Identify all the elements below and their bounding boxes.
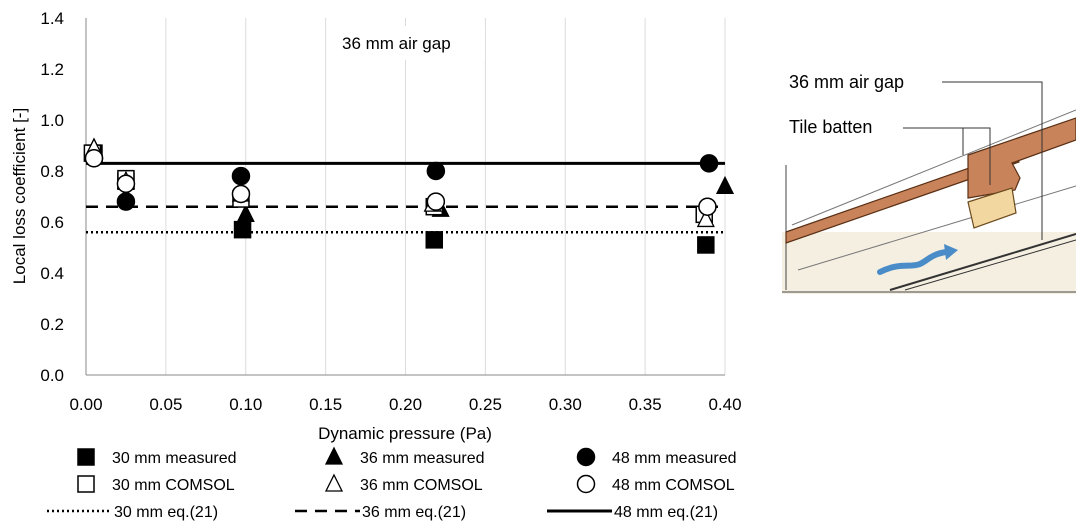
x-tick-label: 0.20 <box>389 395 422 414</box>
y-tick-label: 0.4 <box>40 264 64 283</box>
data-point-circle-open <box>698 197 717 216</box>
legend-label: 48 mm eq.(21) <box>614 504 718 521</box>
roof-tile-upper <box>967 117 1076 199</box>
legend-marker <box>576 447 596 467</box>
y-tick-label: 1.4 <box>40 9 64 28</box>
legend-label: 48 mm COMSOL <box>612 477 735 494</box>
legend-label: 36 mm eq.(21) <box>362 504 466 521</box>
air-flow-arrowhead <box>944 244 958 260</box>
y-tick-label: 0.8 <box>40 162 64 181</box>
legend-marker <box>576 474 596 494</box>
legend-marker <box>324 473 344 492</box>
legend-marker <box>77 475 95 493</box>
data-point-circle-filled <box>116 192 136 211</box>
air-flow-arrow <box>877 249 949 275</box>
x-tick-label: 0.25 <box>469 395 502 414</box>
x-tick-label: 0.30 <box>549 395 582 414</box>
x-tick-label: 0.10 <box>229 395 262 414</box>
y-tick-label: 0.6 <box>40 213 64 232</box>
data-point-circle-filled <box>231 166 251 186</box>
annotation-text: 36 mm air gap <box>342 34 451 53</box>
y-tick-label: 0.2 <box>40 315 64 334</box>
data-point-circle-open <box>231 184 251 204</box>
x-tick-label: 0.35 <box>629 395 662 414</box>
data-point-circle-open <box>116 174 136 193</box>
y-tick-label: 1.0 <box>40 111 64 130</box>
x-tick-label: 0.40 <box>708 395 741 414</box>
legend: 30 mm measured 36 mm measured 48 mm measur… <box>47 446 737 521</box>
data-point-square-filled <box>233 220 252 239</box>
legend-label: 36 mm COMSOL <box>360 477 483 494</box>
gridlines <box>165 18 726 375</box>
legend-label: 48 mm measured <box>612 450 737 467</box>
diagram-underlay-line <box>889 233 1076 291</box>
legend-marker <box>77 448 95 466</box>
data-point-circle-filled <box>699 154 719 173</box>
diagram-label-tile-batten: Tile batten <box>789 117 872 137</box>
data-point-square-filled <box>697 236 715 254</box>
reference-lines <box>86 161 725 234</box>
data-point-triangle-open <box>696 208 715 228</box>
x-tick-label: 0.00 <box>69 395 102 414</box>
y-axis-title: Local loss coefficient [-] <box>10 108 29 284</box>
air-gap-leader <box>942 81 1043 240</box>
data-point-circle-filled <box>426 161 446 181</box>
tile-batten-leader <box>903 127 964 155</box>
diagram-underlay-line-2 <box>904 239 1076 291</box>
data-point-triangle-filled <box>715 175 735 194</box>
tile-batten-leader-2 <box>963 127 991 185</box>
diagram-roof-line <box>791 109 1076 226</box>
data-points <box>83 137 735 254</box>
axes <box>85 18 725 376</box>
y-tick-label: 1.2 <box>40 60 64 79</box>
annotation-box: 36 mm air gap <box>330 26 485 60</box>
legend-label: 30 mm eq.(21) <box>114 504 218 521</box>
legend-marker <box>324 446 344 465</box>
data-point-square-filled <box>425 231 444 249</box>
y-tick-label: 0.0 <box>40 366 64 385</box>
x-axis-title: Dynamic pressure (Pa) <box>318 424 492 443</box>
x-tick-label: 0.05 <box>149 395 182 414</box>
data-point-circle-open <box>84 149 104 168</box>
legend-label: 30 mm COMSOL <box>112 477 235 494</box>
data-point-circle-open <box>426 192 446 211</box>
tile-batten <box>967 187 1017 229</box>
roof-diagram: 36 mm air gap Tile batten <box>782 72 1076 294</box>
tick-labels: 0.00 0.05 0.10 0.15 0.20 0.25 0.30 0.35 0.40 0.0 0… <box>40 9 741 414</box>
diagram-underlay <box>782 232 1076 294</box>
legend-label: 30 mm measured <box>112 450 237 467</box>
legend-label: 36 mm measured <box>360 450 485 467</box>
roof-tile-lower <box>785 151 1020 244</box>
data-point-triangle-filled <box>236 203 255 223</box>
diagram-roof-line-2 <box>797 185 1076 271</box>
x-tick-label: 0.15 <box>309 395 342 414</box>
diagram-label-air-gap: 36 mm air gap <box>789 72 904 92</box>
